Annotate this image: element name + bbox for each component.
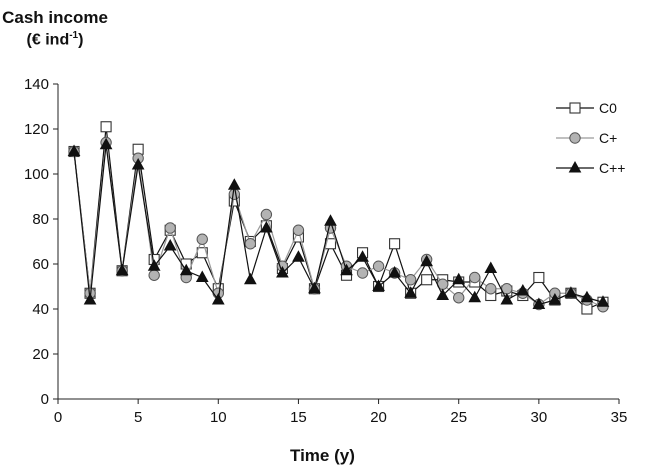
data-point-cplusplus	[83, 292, 97, 305]
data-point-cplusplus	[147, 259, 161, 271]
data-point-cplusplus	[468, 290, 482, 303]
data-point-cplusplus	[548, 292, 562, 305]
data-point-cplusplus	[452, 272, 466, 285]
data-point-cplus	[148, 269, 160, 281]
x-tick-label: 10	[210, 409, 227, 426]
data-point-cplus	[485, 283, 497, 295]
data-point-cplus	[292, 224, 305, 236]
data-point-cplus	[453, 292, 465, 304]
y-axis-label-line2: (€ ind-1)	[0, 30, 110, 49]
data-point-cplusplus	[99, 137, 113, 150]
data-point-cplusplus	[276, 265, 289, 278]
series-line-cplusplus	[73, 144, 604, 306]
x-tick-label: 15	[290, 409, 307, 426]
data-point-cplusplus	[163, 238, 177, 251]
data-point-cplusplus	[388, 265, 401, 278]
series-c0	[68, 121, 609, 315]
x-tick-label: 5	[134, 409, 142, 426]
data-point-cplusplus	[324, 214, 337, 226]
y-axis-unit-exponent: -1	[69, 30, 79, 41]
x-tick-label: 35	[611, 409, 628, 426]
data-point-cplus	[196, 233, 208, 245]
data-point-cplusplus	[131, 157, 145, 170]
x-tick-label: 25	[450, 409, 467, 426]
data-point-c0	[196, 247, 208, 259]
data-point-cplusplus	[420, 254, 434, 267]
data-point-cplusplus	[340, 263, 353, 276]
data-point-cplusplus	[436, 288, 450, 300]
data-point-cplus	[469, 271, 481, 284]
series-cplus	[68, 136, 609, 313]
data-point-cplusplus	[500, 292, 514, 305]
data-point-cplus	[228, 188, 241, 200]
legend-label-cplus: C+	[599, 130, 617, 146]
data-point-c0	[100, 121, 112, 133]
data-point-cplusplus	[67, 144, 81, 156]
data-point-cplusplus	[356, 250, 369, 262]
legend-marker-c0	[569, 102, 581, 114]
data-point-c0	[421, 274, 433, 286]
legend-marker-cplus	[569, 132, 581, 144]
y-tick-label: 100	[24, 166, 49, 183]
x-axis-label: Time (y)	[290, 446, 355, 465]
data-point-cplus	[404, 274, 417, 286]
x-tick-label: 20	[370, 409, 387, 426]
y-tick-label: 40	[32, 301, 49, 318]
data-point-cplus	[260, 208, 273, 221]
y-tick-label: 80	[32, 211, 49, 228]
data-point-cplusplus	[532, 297, 546, 309]
y-tick-label: 140	[24, 76, 49, 93]
data-point-cplus	[164, 222, 176, 234]
series-line-cplus	[73, 142, 604, 308]
data-point-cplusplus	[260, 220, 273, 233]
legend-marker-cplusplus	[568, 160, 582, 173]
data-point-cplusplus	[372, 279, 385, 291]
y-axis-unit-suffix: )	[78, 31, 84, 49]
y-tick-label: 0	[41, 391, 49, 408]
data-point-cplusplus	[596, 295, 610, 307]
data-point-cplus	[244, 238, 257, 250]
data-point-cplusplus	[484, 261, 498, 273]
data-point-c0	[389, 238, 401, 250]
data-point-cplusplus	[115, 263, 129, 276]
data-point-cplusplus	[516, 283, 530, 296]
data-point-cplusplus	[564, 286, 578, 298]
data-point-cplusplus	[179, 263, 193, 276]
data-point-cplusplus	[580, 290, 594, 303]
x-tick-label: 0	[54, 409, 62, 426]
data-point-cplusplus	[308, 281, 321, 294]
data-point-cplusplus	[404, 286, 417, 298]
legend: C0 C+ C++	[556, 100, 625, 176]
series-line-c0	[73, 126, 604, 310]
data-point-cplusplus	[195, 270, 209, 282]
data-point-cplusplus	[227, 178, 241, 190]
series-layer	[67, 121, 610, 315]
data-point-cplusplus	[292, 250, 305, 262]
data-point-cplus	[372, 260, 385, 272]
y-tick-label: 60	[32, 256, 49, 273]
y-axis-unit-prefix: (€ ind	[26, 31, 70, 49]
legend-label-cplusplus: C++	[599, 160, 625, 176]
series-cplusplus	[67, 137, 610, 309]
legend-label-c0: C0	[599, 100, 617, 116]
data-point-cplusplus	[211, 292, 225, 305]
y-tick-label: 120	[24, 121, 49, 138]
data-point-cplusplus	[243, 272, 257, 285]
data-point-cplus	[356, 267, 369, 279]
data-point-c0	[533, 271, 545, 284]
axes: 0 20 40 60 80 100 120 140 0 5 10 15 20 25 30 35	[24, 76, 627, 426]
y-tick-label: 20	[32, 346, 49, 363]
x-tick-label: 30	[531, 409, 548, 426]
y-axis-label-line1: Cash income	[2, 8, 108, 27]
